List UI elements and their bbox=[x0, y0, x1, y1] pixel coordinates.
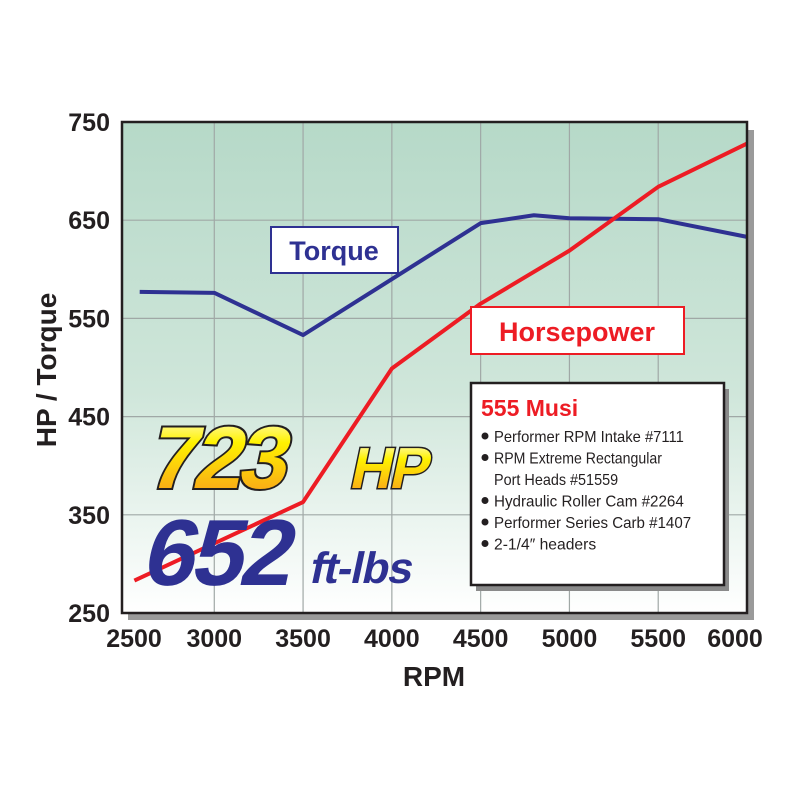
spec-box: 555 Musi Performer RPM Intake #7111 RPM E… bbox=[469, 381, 729, 591]
bullet-icon bbox=[481, 497, 489, 504]
x-tick-labels: 2500 3000 3500 4000 4500 5000 5500 6000 bbox=[106, 625, 763, 653]
peak-hp-unit: HP bbox=[346, 437, 437, 501]
peak-hp-annotation: 723 HP bbox=[140, 406, 438, 509]
torque-label-text: Torque bbox=[289, 236, 379, 266]
peak-torque-unit: ft-lbs bbox=[306, 544, 418, 592]
horsepower-line bbox=[133, 141, 748, 583]
spec-item: RPM Extreme Rectangular bbox=[494, 451, 662, 468]
y-tick-label: 750 bbox=[68, 109, 110, 137]
x-tick-label: 2500 bbox=[106, 625, 162, 653]
y-tick-label: 550 bbox=[68, 305, 110, 333]
bullet-icon bbox=[481, 432, 489, 440]
horsepower-label-text: Horsepower bbox=[499, 317, 656, 347]
bullet-icon bbox=[481, 518, 489, 526]
spec-box-title: 555 Musi bbox=[481, 395, 578, 421]
x-axis-title: RPM bbox=[403, 661, 465, 692]
x-tick-label: 3000 bbox=[186, 625, 242, 653]
torque-label: Torque bbox=[270, 226, 399, 274]
y-tick-label: 450 bbox=[68, 404, 110, 432]
peak-torque-value: 652 bbox=[136, 501, 304, 606]
x-tick-label: 3500 bbox=[275, 625, 331, 653]
peak-hp-value: 723 bbox=[142, 408, 299, 507]
y-tick-label: 250 bbox=[68, 600, 110, 628]
x-tick-label: 4500 bbox=[453, 625, 509, 653]
spec-item: 2-1/4″ headers bbox=[494, 537, 596, 554]
spec-item: Port Heads #51559 bbox=[494, 472, 618, 489]
peak-torque-annotation: 652 ft-lbs bbox=[136, 501, 418, 606]
y-tick-labels: 250 350 450 550 650 750 bbox=[68, 109, 110, 628]
x-tick-label: 4000 bbox=[364, 625, 420, 653]
torque-line bbox=[139, 213, 748, 338]
y-tick-label: 650 bbox=[68, 207, 110, 235]
spec-item: Performer RPM Intake #7111 bbox=[494, 429, 684, 446]
series-lines bbox=[133, 141, 748, 583]
x-tick-label: 6000 bbox=[707, 625, 763, 653]
plot-border bbox=[120, 120, 749, 615]
y-tick-label: 350 bbox=[68, 502, 110, 530]
x-tick-label: 5500 bbox=[630, 625, 686, 653]
spec-item: Performer Series Carb #1407 bbox=[494, 515, 691, 532]
horsepower-label: Horsepower bbox=[470, 306, 685, 355]
spec-item: Hydraulic Roller Cam #2264 bbox=[494, 494, 684, 511]
bullet-icon bbox=[481, 540, 489, 547]
y-axis-title: HP / Torque bbox=[31, 293, 62, 448]
x-tick-label: 5000 bbox=[542, 625, 598, 653]
bullet-icon bbox=[481, 454, 489, 461]
